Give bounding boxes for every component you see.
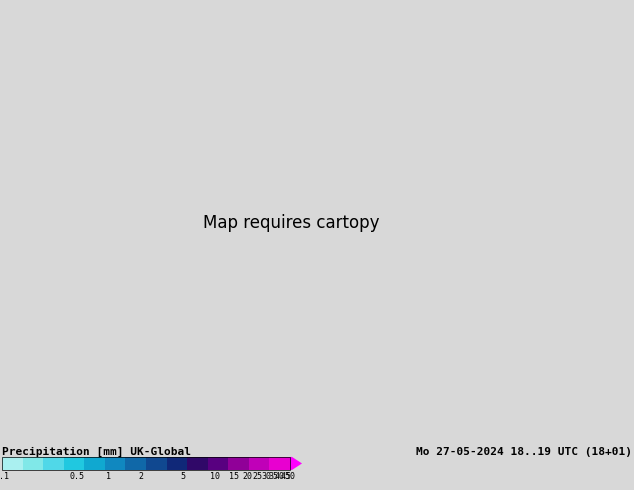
Text: 2: 2	[138, 472, 143, 481]
Bar	[84, 457, 105, 470]
Text: 30: 30	[261, 472, 271, 481]
Bar	[2, 457, 23, 470]
Text: 5: 5	[181, 472, 186, 481]
Bar	[43, 457, 63, 470]
Text: 35: 35	[268, 472, 278, 481]
Text: 25: 25	[253, 472, 263, 481]
Bar	[2, 457, 290, 470]
Text: 40: 40	[275, 472, 285, 481]
Text: 0.1: 0.1	[0, 472, 10, 481]
FancyArrow shape	[290, 457, 302, 470]
Bar	[208, 457, 228, 470]
Bar	[228, 457, 249, 470]
Bar	[269, 457, 290, 470]
Text: 15: 15	[230, 472, 239, 481]
Text: 10: 10	[210, 472, 221, 481]
Text: Precipitation [mm] UK-Global: Precipitation [mm] UK-Global	[2, 447, 191, 457]
Text: 0.5: 0.5	[69, 472, 84, 481]
Bar	[126, 457, 146, 470]
Bar	[249, 457, 269, 470]
Bar	[23, 457, 43, 470]
Text: Map requires cartopy: Map requires cartopy	[203, 214, 380, 232]
Text: 20: 20	[243, 472, 252, 481]
Text: 1: 1	[107, 472, 111, 481]
Bar	[187, 457, 208, 470]
Bar	[167, 457, 187, 470]
Bar	[63, 457, 84, 470]
Text: 45: 45	[280, 472, 290, 481]
Text: Mo 27-05-2024 18..19 UTC (18+01): Mo 27-05-2024 18..19 UTC (18+01)	[416, 447, 632, 457]
Text: 50: 50	[285, 472, 295, 481]
Bar	[105, 457, 126, 470]
Bar	[146, 457, 167, 470]
